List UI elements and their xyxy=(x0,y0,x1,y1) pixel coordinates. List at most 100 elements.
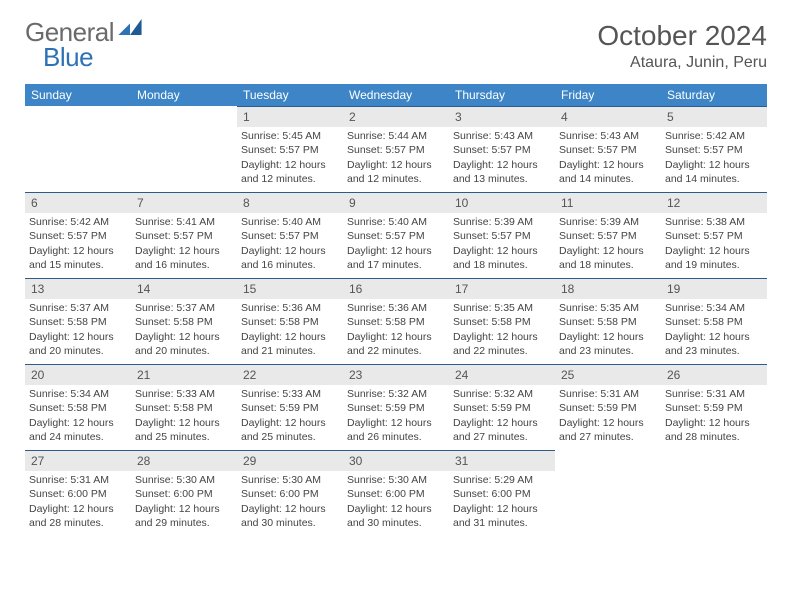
weekday-header-row: SundayMondayTuesdayWednesdayThursdayFrid… xyxy=(25,84,767,106)
day-line: and 22 minutes. xyxy=(347,344,445,358)
day-number: 17 xyxy=(449,278,555,299)
day-line: Daylight: 12 hours xyxy=(135,330,233,344)
day-line: Daylight: 12 hours xyxy=(665,158,763,172)
day-line: Sunset: 5:57 PM xyxy=(453,143,551,157)
day-line: Daylight: 12 hours xyxy=(453,416,551,430)
calendar-cell: 12Sunrise: 5:38 AMSunset: 5:57 PMDayligh… xyxy=(661,192,767,278)
day-body: Sunrise: 5:30 AMSunset: 6:00 PMDaylight:… xyxy=(237,471,343,534)
day-body: Sunrise: 5:37 AMSunset: 5:58 PMDaylight:… xyxy=(131,299,237,362)
day-line: Sunrise: 5:43 AM xyxy=(453,129,551,143)
day-body: Sunrise: 5:44 AMSunset: 5:57 PMDaylight:… xyxy=(343,127,449,190)
day-line: Sunrise: 5:42 AM xyxy=(29,215,127,229)
day-line: Daylight: 12 hours xyxy=(347,158,445,172)
day-line: and 17 minutes. xyxy=(347,258,445,272)
day-number: 22 xyxy=(237,364,343,385)
day-body: Sunrise: 5:40 AMSunset: 5:57 PMDaylight:… xyxy=(343,213,449,276)
day-line: Sunrise: 5:30 AM xyxy=(135,473,233,487)
day-number: 12 xyxy=(661,192,767,213)
calendar-cell xyxy=(25,106,131,192)
calendar-row: 13Sunrise: 5:37 AMSunset: 5:58 PMDayligh… xyxy=(25,278,767,364)
day-line: Daylight: 12 hours xyxy=(559,330,657,344)
calendar-cell: 5Sunrise: 5:42 AMSunset: 5:57 PMDaylight… xyxy=(661,106,767,192)
day-line: and 15 minutes. xyxy=(29,258,127,272)
day-line: Sunrise: 5:40 AM xyxy=(241,215,339,229)
day-line: Daylight: 12 hours xyxy=(135,244,233,258)
day-line: Sunrise: 5:39 AM xyxy=(559,215,657,229)
day-body: Sunrise: 5:31 AMSunset: 5:59 PMDaylight:… xyxy=(661,385,767,448)
day-line: Sunset: 5:58 PM xyxy=(347,315,445,329)
weekday-header: Saturday xyxy=(661,84,767,106)
day-line: Sunrise: 5:45 AM xyxy=(241,129,339,143)
calendar-cell: 8Sunrise: 5:40 AMSunset: 5:57 PMDaylight… xyxy=(237,192,343,278)
calendar-cell: 9Sunrise: 5:40 AMSunset: 5:57 PMDaylight… xyxy=(343,192,449,278)
day-number: 23 xyxy=(343,364,449,385)
day-line: Sunrise: 5:34 AM xyxy=(29,387,127,401)
day-line: Sunrise: 5:34 AM xyxy=(665,301,763,315)
day-line: Daylight: 12 hours xyxy=(665,330,763,344)
day-number: 29 xyxy=(237,450,343,471)
day-line: Sunrise: 5:33 AM xyxy=(241,387,339,401)
calendar-row: 6Sunrise: 5:42 AMSunset: 5:57 PMDaylight… xyxy=(25,192,767,278)
day-line: Daylight: 12 hours xyxy=(559,158,657,172)
day-line: and 12 minutes. xyxy=(241,172,339,186)
day-line: and 20 minutes. xyxy=(135,344,233,358)
day-line: Daylight: 12 hours xyxy=(559,416,657,430)
day-line: Sunrise: 5:30 AM xyxy=(347,473,445,487)
day-line: Sunset: 5:59 PM xyxy=(665,401,763,415)
calendar-cell: 30Sunrise: 5:30 AMSunset: 6:00 PMDayligh… xyxy=(343,450,449,536)
day-body: Sunrise: 5:35 AMSunset: 5:58 PMDaylight:… xyxy=(449,299,555,362)
calendar-cell xyxy=(555,450,661,536)
day-line: Daylight: 12 hours xyxy=(453,502,551,516)
day-line: Daylight: 12 hours xyxy=(135,502,233,516)
day-line: Daylight: 12 hours xyxy=(559,244,657,258)
calendar-table: SundayMondayTuesdayWednesdayThursdayFrid… xyxy=(25,84,767,536)
day-line: Sunset: 5:58 PM xyxy=(135,401,233,415)
calendar-row: 1 Sunrise: 5:45 AM Sunset: 5:57 PM Daylight… xyxy=(25,106,767,192)
day-body: Sunrise: 5:29 AMSunset: 6:00 PMDaylight:… xyxy=(449,471,555,534)
day-line: Sunset: 5:57 PM xyxy=(135,229,233,243)
day-number: 11 xyxy=(555,192,661,213)
calendar-cell xyxy=(131,106,237,192)
calendar-cell: 28Sunrise: 5:30 AMSunset: 6:00 PMDayligh… xyxy=(131,450,237,536)
day-body: Sunrise: 5:32 AMSunset: 5:59 PMDaylight:… xyxy=(343,385,449,448)
calendar-cell: 3Sunrise: 5:43 AMSunset: 5:57 PMDaylight… xyxy=(449,106,555,192)
brand-logo-icon xyxy=(118,14,142,39)
day-line: Sunrise: 5:37 AM xyxy=(135,301,233,315)
day-number: 1 xyxy=(237,106,343,127)
day-line: Sunset: 5:58 PM xyxy=(559,315,657,329)
day-body: Sunrise: 5:36 AMSunset: 5:58 PMDaylight:… xyxy=(237,299,343,362)
day-line: Sunrise: 5:40 AM xyxy=(347,215,445,229)
day-body: Sunrise: 5:40 AMSunset: 5:57 PMDaylight:… xyxy=(237,213,343,276)
day-number: 31 xyxy=(449,450,555,471)
day-line: and 30 minutes. xyxy=(241,516,339,530)
weekday-header: Monday xyxy=(131,84,237,106)
day-line: Daylight: 12 hours xyxy=(665,416,763,430)
day-number: 2 xyxy=(343,106,449,127)
day-line: Daylight: 12 hours xyxy=(241,330,339,344)
day-line: Sunset: 5:59 PM xyxy=(559,401,657,415)
day-body: Sunrise: 5:38 AMSunset: 5:57 PMDaylight:… xyxy=(661,213,767,276)
day-line: Daylight: 12 hours xyxy=(453,244,551,258)
day-body: Sunrise: 5:32 AMSunset: 5:59 PMDaylight:… xyxy=(449,385,555,448)
calendar-cell: 11Sunrise: 5:39 AMSunset: 5:57 PMDayligh… xyxy=(555,192,661,278)
day-line: Sunrise: 5:32 AM xyxy=(347,387,445,401)
weekday-header: Wednesday xyxy=(343,84,449,106)
month-title: October 2024 xyxy=(597,20,767,52)
title-block: October 2024 Ataura, Junin, Peru xyxy=(597,20,767,72)
day-number: 6 xyxy=(25,192,131,213)
day-line: and 31 minutes. xyxy=(453,516,551,530)
calendar-cell: 13Sunrise: 5:37 AMSunset: 5:58 PMDayligh… xyxy=(25,278,131,364)
day-line: and 24 minutes. xyxy=(29,430,127,444)
day-line: and 23 minutes. xyxy=(559,344,657,358)
day-number: 10 xyxy=(449,192,555,213)
day-line: Sunrise: 5:37 AM xyxy=(29,301,127,315)
day-number: 7 xyxy=(131,192,237,213)
day-line: Sunrise: 5:36 AM xyxy=(347,301,445,315)
day-number: 3 xyxy=(449,106,555,127)
day-number: 25 xyxy=(555,364,661,385)
calendar-cell: 24Sunrise: 5:32 AMSunset: 5:59 PMDayligh… xyxy=(449,364,555,450)
day-line: and 14 minutes. xyxy=(665,172,763,186)
day-line: Daylight: 12 hours xyxy=(241,416,339,430)
day-line: Sunset: 5:59 PM xyxy=(241,401,339,415)
day-body: Sunrise: 5:43 AMSunset: 5:57 PMDaylight:… xyxy=(449,127,555,190)
